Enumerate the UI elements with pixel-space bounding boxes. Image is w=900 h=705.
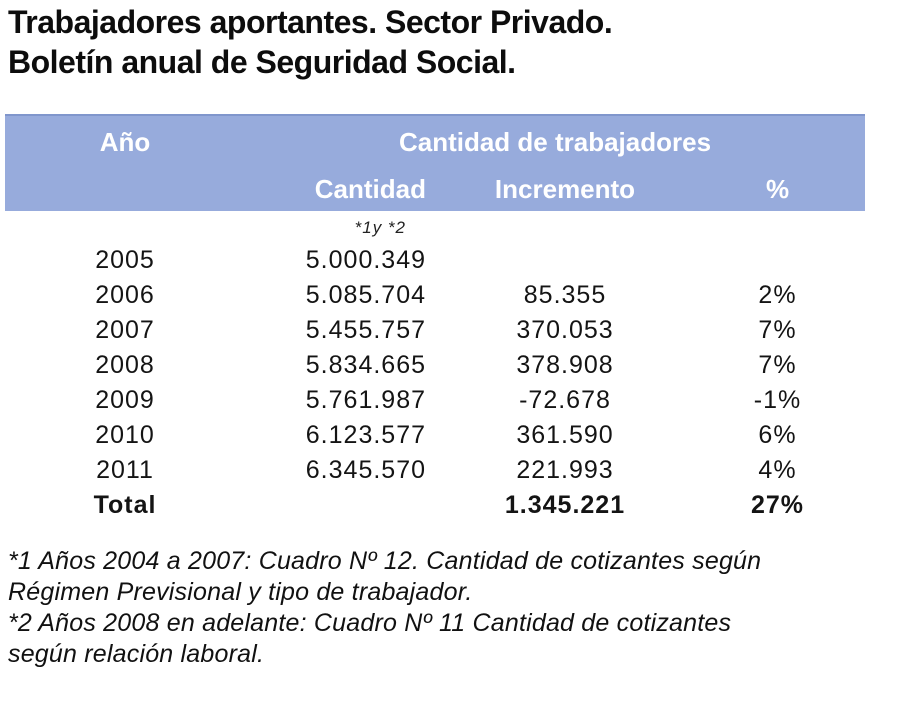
col-header-incremento: Incremento: [494, 174, 636, 204]
footnote-2: *2 Años 2008 en adelante: Cuadro Nº 11 C…: [8, 608, 888, 670]
cell-cantidad: 5.085.704: [305, 281, 426, 309]
table-row-2006: 2006 5.085.704 85.355 2%: [5, 278, 865, 313]
cell-year: 2009: [95, 386, 155, 414]
cell-year: 2007: [95, 316, 155, 344]
cell-incremento: 378.908: [516, 351, 614, 379]
table-row-2008: 2008 5.834.665 378.908 7%: [5, 348, 865, 383]
table-row-2010: 2010 6.123.577 361.590 6%: [5, 418, 865, 453]
cell-cantidad: 5.834.665: [305, 351, 426, 379]
cell-pct: 4%: [758, 456, 797, 484]
cell-year: 2008: [95, 351, 155, 379]
cell-pct: 6%: [758, 421, 797, 449]
cell-pct: 7%: [758, 351, 797, 379]
footnotes: *1 Años 2004 a 2007: Cuadro Nº 12. Canti…: [8, 546, 888, 670]
page-title-line2: Boletín anual de Seguridad Social.: [8, 44, 516, 80]
footnote-1: *1 Años 2004 a 2007: Cuadro Nº 12. Canti…: [8, 546, 888, 608]
cell-total-label: Total: [93, 491, 157, 519]
cell-incremento: 361.590: [516, 421, 614, 449]
page-title: Trabajadores aportantes. Sector Privado.…: [8, 2, 613, 82]
footnote-ref-row: *1y *2: [5, 213, 865, 243]
table-row-2009: 2009 5.761.987 -72.678 -1%: [5, 383, 865, 418]
page-title-line1: Trabajadores aportantes. Sector Privado.: [8, 4, 613, 40]
cell-incremento: 370.053: [516, 316, 614, 344]
cell-pct: 2%: [758, 281, 797, 309]
cell-cantidad: 6.345.570: [305, 456, 426, 484]
cell-incremento: 221.993: [516, 456, 614, 484]
table-row-total: Total 1.345.221 27%: [5, 488, 865, 523]
col-header-pct: %: [765, 174, 790, 204]
footnote-1-line2: Régimen Previsional y tipo de trabajador…: [8, 578, 473, 606]
table-row-2005: 2005 5.000.349: [5, 243, 865, 278]
cell-pct: -1%: [753, 386, 802, 414]
col-header-cantidad: Cantidad: [314, 174, 426, 204]
footnote-ref: *1y *2: [354, 218, 406, 237]
footnote-2-line2: según relación laboral.: [8, 640, 265, 668]
footnote-2-line1: *2 Años 2008 en adelante: Cuadro Nº 11 C…: [8, 609, 732, 637]
cell-incremento: 85.355: [523, 281, 607, 309]
col-header-group: Cantidad de trabajadores: [398, 126, 712, 157]
cell-cantidad: 5.761.987: [305, 386, 426, 414]
footnote-1-line1: *1 Años 2004 a 2007: Cuadro Nº 12. Canti…: [8, 547, 762, 575]
table-header-row-group: Año Cantidad de trabajadores: [5, 116, 865, 168]
cell-cantidad: 5.455.757: [305, 316, 426, 344]
cell-year: 2005: [95, 246, 155, 274]
table-row-2011: 2011 6.345.570 221.993 4%: [5, 453, 865, 488]
cell-cantidad: 6.123.577: [305, 421, 426, 449]
table-header-row-sub: Cantidad Incremento %: [5, 168, 865, 211]
col-header-ano: Año: [99, 126, 151, 157]
cell-total-incremento: 1.345.221: [504, 491, 626, 519]
cell-pct: 7%: [758, 316, 797, 344]
cell-year: 2011: [96, 456, 154, 484]
cell-total-pct: 27%: [750, 491, 805, 519]
cell-year: 2010: [95, 421, 155, 449]
cell-incremento: -72.678: [519, 386, 611, 414]
table-header: Año Cantidad de trabajadores Cantidad In…: [5, 114, 865, 211]
table-row-2007: 2007 5.455.757 370.053 7%: [5, 313, 865, 348]
cell-year: 2006: [95, 281, 155, 309]
table-body: *1y *2 2005 5.000.349 2006 5.085.704 85.…: [5, 213, 865, 523]
cell-cantidad: 5.000.349: [305, 246, 426, 274]
